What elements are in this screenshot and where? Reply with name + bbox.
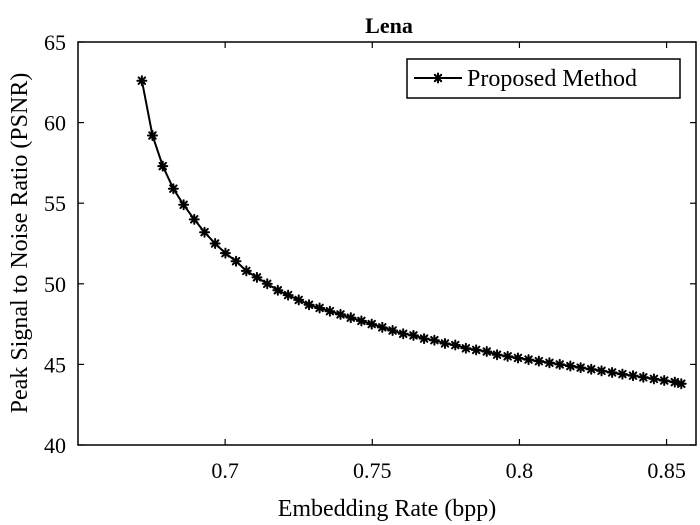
x-tick-label: 0.75 <box>353 458 392 483</box>
data-point <box>397 328 409 340</box>
data-point <box>251 271 263 283</box>
data-point <box>637 371 649 383</box>
y-tick-label: 40 <box>44 433 66 458</box>
data-point <box>282 289 294 301</box>
x-axis-label: Embedding Rate (bpp) <box>278 496 497 522</box>
data-point <box>167 183 179 195</box>
data-point <box>575 362 587 374</box>
y-tick-label: 65 <box>44 30 66 55</box>
data-point <box>418 333 430 345</box>
data-point <box>512 352 524 364</box>
y-tick-label: 60 <box>44 111 66 136</box>
data-point <box>523 354 535 366</box>
data-point <box>669 376 681 388</box>
data-point <box>355 315 367 327</box>
data-point <box>543 357 555 369</box>
plot-frame <box>77 41 697 446</box>
data-point <box>157 160 169 172</box>
chart-title: Lena <box>365 13 413 38</box>
data-point <box>199 226 211 238</box>
data-point <box>648 373 660 385</box>
data-point <box>261 278 273 290</box>
x-tick-label: 0.8 <box>506 458 534 483</box>
data-point <box>564 360 576 372</box>
data-point <box>432 72 444 84</box>
x-tick-label: 0.85 <box>647 458 686 483</box>
data-point <box>439 337 451 349</box>
y-tick-label: 55 <box>44 191 66 216</box>
legend-label: Proposed Method <box>467 66 637 92</box>
data-point <box>219 247 231 259</box>
data-point <box>585 363 597 375</box>
axis-ticks: 0.7 0.75 0.8 0.85 40 45 50 55 60 65 <box>44 30 696 483</box>
data-point <box>387 325 399 337</box>
data-point <box>136 75 148 87</box>
data-point <box>658 375 670 387</box>
data-point <box>502 350 514 362</box>
data-point <box>335 308 347 320</box>
data-point <box>376 321 388 333</box>
y-tick-label: 45 <box>44 352 66 377</box>
data-point <box>366 318 378 330</box>
data-point <box>178 199 190 211</box>
data-point <box>345 312 357 324</box>
data-point <box>407 329 419 341</box>
legend-marker-icon <box>432 72 444 84</box>
data-point <box>470 344 482 356</box>
data-point <box>491 349 503 361</box>
data-point <box>675 378 687 390</box>
data-point <box>230 255 242 267</box>
data-point <box>314 302 326 314</box>
data-point <box>533 355 545 367</box>
data-point <box>627 370 639 382</box>
data-point <box>460 342 472 354</box>
data-point <box>324 305 336 317</box>
y-axis-label: Peak Signal to Noise Ratio (PSNR) <box>7 73 33 414</box>
data-point <box>209 238 221 249</box>
y-tick-label: 50 <box>44 272 66 297</box>
data-point <box>188 213 200 225</box>
data-point <box>616 368 628 380</box>
data-point <box>303 299 315 311</box>
x-tick-label: 0.7 <box>211 458 239 483</box>
data-point <box>146 129 158 141</box>
data-point <box>449 339 461 351</box>
data-point <box>293 294 305 306</box>
data-point <box>428 334 440 346</box>
data-point <box>596 365 608 377</box>
plot-area <box>136 75 687 390</box>
data-point <box>272 284 284 296</box>
data-point <box>606 366 618 378</box>
data-point <box>240 265 252 277</box>
data-point <box>554 358 566 370</box>
data-point <box>481 346 493 358</box>
legend: Proposed Method <box>406 58 681 99</box>
